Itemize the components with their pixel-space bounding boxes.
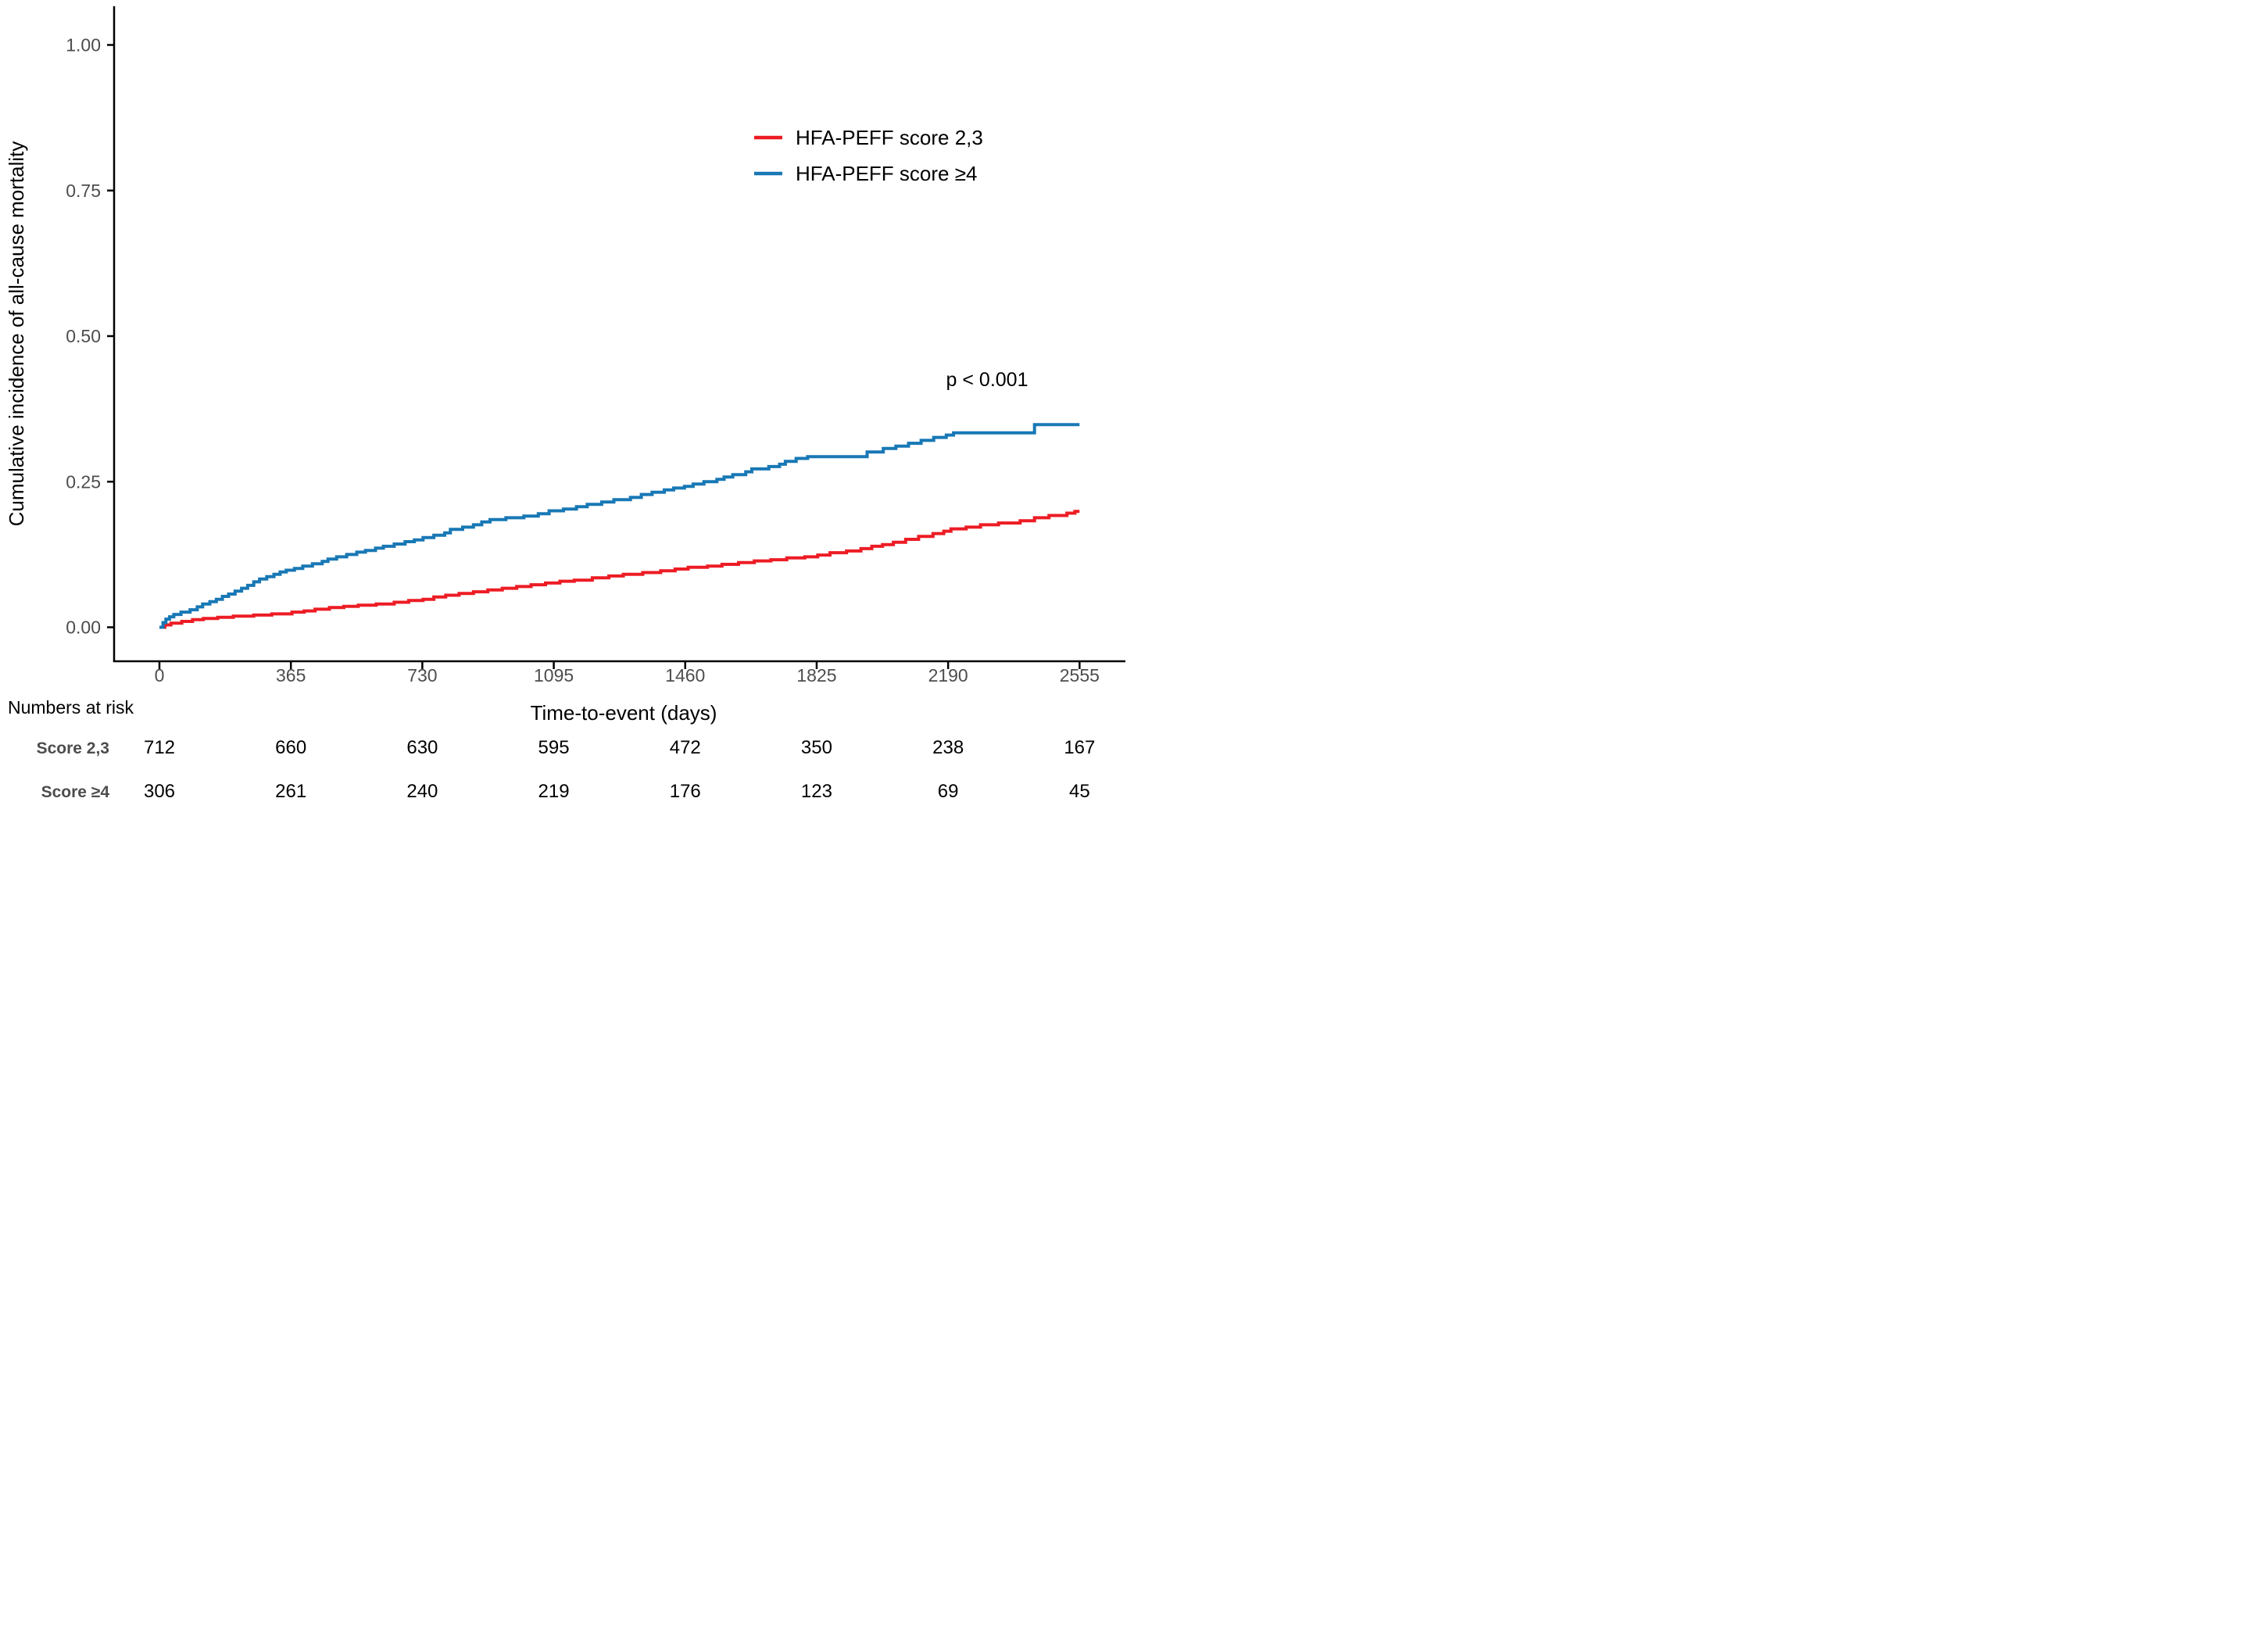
risk-count: 660 xyxy=(275,737,306,758)
legend-label-score-ge4: HFA-PEFF score ≥4 xyxy=(796,162,977,185)
risk-count: 595 xyxy=(538,737,570,758)
x-tick-label: 2190 xyxy=(928,665,968,685)
x-tick-label: 2555 xyxy=(1060,665,1100,685)
y-tick-label: 0.25 xyxy=(66,471,101,492)
x-tick-label: 0 xyxy=(155,665,165,685)
curve-hfa-peff-score-4 xyxy=(159,423,1080,629)
x-tick-label: 1825 xyxy=(796,665,836,685)
numbers-at-risk-title: Numbers at risk xyxy=(8,697,134,718)
numbers-at-risk-table: Score 2,3 712 660 630 595 472 350 238 167 Score ≥… xyxy=(37,737,1096,802)
risk-count: 69 xyxy=(938,781,959,802)
survival-curves xyxy=(159,423,1080,629)
x-tick-label: 1460 xyxy=(665,665,705,685)
risk-count: 238 xyxy=(932,737,964,758)
cumulative-incidence-figure: 0.00 0.25 0.50 0.75 1.00 0 365 730 1095 1460 1825… xyxy=(0,0,1134,822)
risk-row-label: Score 2,3 xyxy=(37,739,109,757)
risk-count: 240 xyxy=(406,781,438,802)
legend-label-score-23: HFA-PEFF score 2,3 xyxy=(796,126,983,149)
risk-count: 350 xyxy=(801,737,832,758)
x-tick-label: 730 xyxy=(407,665,437,685)
risk-count: 176 xyxy=(670,781,701,802)
curve-hfa-peff-score-2-3 xyxy=(159,510,1080,629)
chart-canvas: 0.00 0.25 0.50 0.75 1.00 0 365 730 1095 1460 1825… xyxy=(5,6,1125,802)
y-tick-label: 1.00 xyxy=(66,35,101,55)
risk-count: 306 xyxy=(144,781,175,802)
risk-count: 219 xyxy=(538,781,570,802)
risk-count: 630 xyxy=(406,737,438,758)
y-axis-title: Cumulative incidence of all-cause mortal… xyxy=(5,141,28,527)
risk-count: 472 xyxy=(670,737,701,758)
risk-count: 712 xyxy=(144,737,175,758)
y-tick-label: 0.75 xyxy=(66,181,101,201)
risk-count: 261 xyxy=(275,781,306,802)
y-tick-label: 0.50 xyxy=(66,326,101,346)
x-axis-ticks: 0 365 730 1095 1460 1825 2190 2555 xyxy=(155,661,1100,685)
risk-count: 123 xyxy=(801,781,832,802)
x-axis-title: Time-to-event (days) xyxy=(531,701,717,725)
y-axis-ticks: 0.00 0.25 0.50 0.75 1.00 xyxy=(66,35,114,638)
risk-row-label: Score ≥4 xyxy=(41,783,110,801)
x-tick-label: 365 xyxy=(276,665,306,685)
x-tick-label: 1095 xyxy=(534,665,574,685)
p-value-annotation: p < 0.001 xyxy=(946,369,1028,391)
legend: HFA-PEFF score 2,3 HFA-PEFF score ≥4 xyxy=(754,126,983,185)
y-tick-label: 0.00 xyxy=(66,617,101,638)
risk-count: 45 xyxy=(1069,781,1090,802)
risk-count: 167 xyxy=(1064,737,1095,758)
